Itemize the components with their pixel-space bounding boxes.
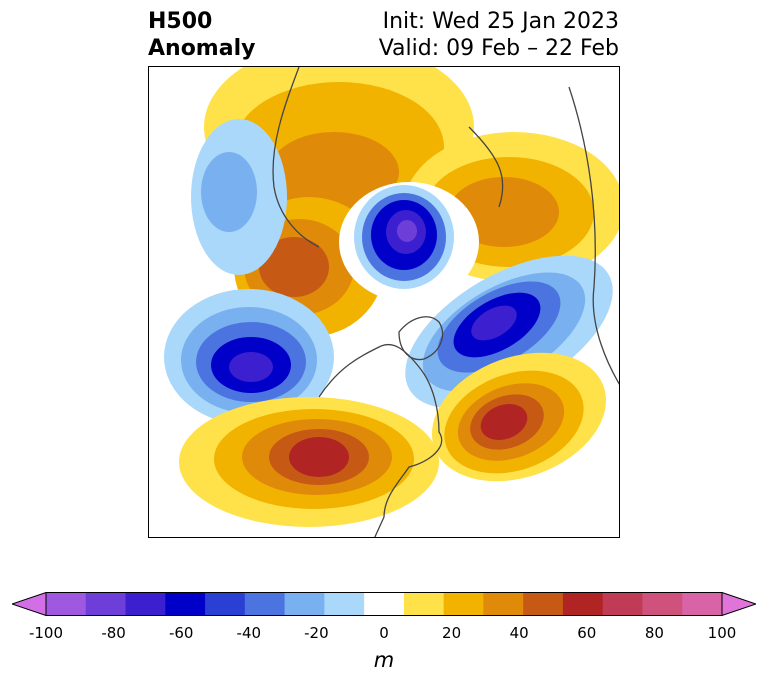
- colorbar: [12, 592, 756, 616]
- coastline-asia-east: [568, 86, 619, 385]
- colorbar-tick-label: 20: [442, 624, 462, 642]
- colorbar-extend-max: [721, 592, 756, 616]
- anomaly-map: [148, 66, 620, 538]
- date-info: Init: Wed 25 Jan 2023 Valid: 09 Feb – 22…: [379, 8, 619, 62]
- colorbar-cell: [682, 592, 723, 616]
- colorbar-tick-label: 100: [707, 624, 737, 642]
- colorbar-cell: [205, 592, 246, 616]
- contour-neg-asia-2: [201, 152, 257, 232]
- colorbar-ticks: -100 -80 -60 -40 -20 0 20 40 60 80 100: [0, 624, 768, 644]
- contour-pos-left-3: [259, 237, 329, 297]
- coastline-eurasia: [272, 67, 320, 248]
- colorbar-tick-label: -20: [304, 624, 329, 642]
- colorbar-tick-label: 60: [577, 624, 597, 642]
- contour-pos-europe-3: [269, 132, 399, 212]
- colorbar-cell: [523, 592, 564, 616]
- colorbar-cell: [46, 592, 87, 616]
- anomaly-contours: [164, 67, 619, 527]
- colorbar-tick-label: -100: [28, 624, 64, 642]
- colorbar-cell: [85, 592, 127, 616]
- contour-neg-atlantic-5: [471, 305, 517, 341]
- colorbar-extend-min: [12, 592, 47, 616]
- valid-range: Valid: 09 Feb – 22 Feb: [378, 36, 619, 61]
- colorbar-cell: [165, 592, 206, 616]
- colorbar-cell: [364, 592, 405, 616]
- colorbar-cell: [562, 592, 604, 616]
- colorbar-tick-label: 80: [644, 624, 664, 642]
- contour-pos-swus-5: [289, 437, 349, 477]
- colorbar-tick-label: 0: [379, 624, 389, 642]
- contour-pos-atlantic-5: [480, 404, 528, 440]
- title-line-1: H500: [148, 9, 213, 34]
- coastline-greenland: [398, 316, 444, 361]
- colorbar-unit: m: [373, 648, 395, 672]
- chart-title: H500 Anomaly: [148, 8, 255, 62]
- title-line-2: Anomaly: [148, 36, 256, 61]
- coastlines: [272, 67, 619, 537]
- colorbar-frame: [45, 592, 723, 616]
- colorbar-cell: [244, 592, 286, 616]
- colorbar-cell: [602, 592, 643, 616]
- colorbar-cell: [125, 592, 166, 616]
- map-svg: [164, 67, 619, 537]
- colorbar-tick-label: -60: [168, 624, 194, 642]
- colorbar-tick-label: -40: [236, 624, 262, 642]
- colorbar-cell: [642, 592, 683, 616]
- colorbar-cell: [284, 592, 325, 616]
- colorbar-tick-label: 40: [509, 624, 529, 642]
- coastline-siberia: [468, 126, 504, 208]
- contour-neg-pacific-5: [229, 352, 273, 382]
- contour-neg-pole-5: [397, 220, 417, 242]
- colorbar-cell: [324, 592, 365, 616]
- colorbar-tick-label: -80: [101, 624, 126, 642]
- colorbar-cell: [443, 592, 484, 616]
- colorbar-cell: [483, 592, 524, 616]
- colorbar-cell: [403, 592, 445, 616]
- colorbar-cells: [12, 592, 756, 616]
- init-date: Init: Wed 25 Jan 2023: [382, 9, 619, 34]
- coastline-north-america: [318, 343, 443, 537]
